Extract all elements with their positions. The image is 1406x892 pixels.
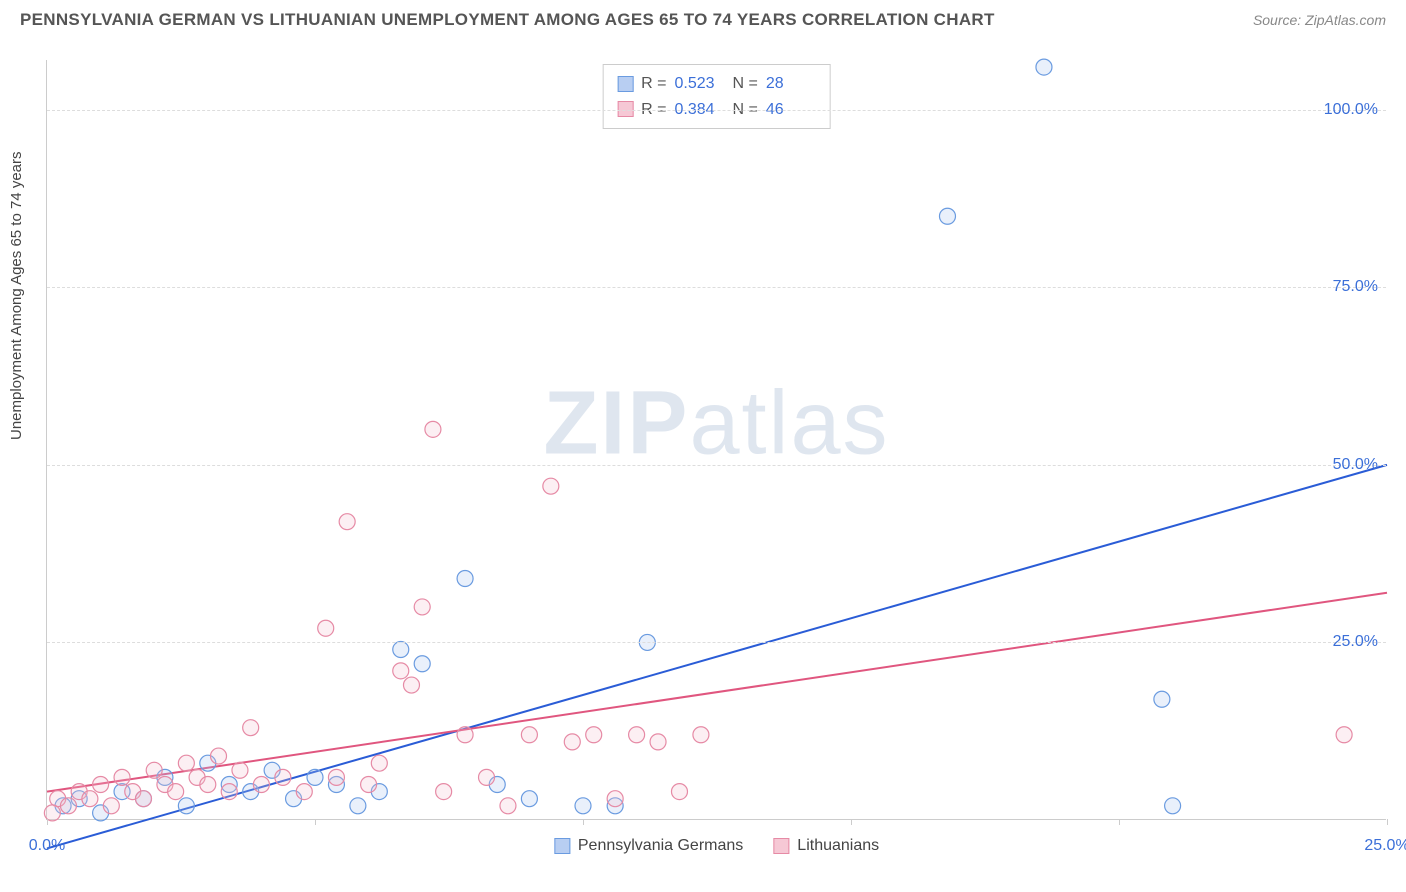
trend-line	[47, 593, 1387, 792]
scatter-point	[414, 656, 430, 672]
scatter-point	[607, 791, 623, 807]
stats-swatch	[617, 76, 633, 92]
title-bar: PENNSYLVANIA GERMAN VS LITHUANIAN UNEMPL…	[0, 0, 1406, 36]
x-tick-label: 0.0%	[29, 837, 65, 855]
scatter-point	[479, 769, 495, 785]
scatter-point	[629, 727, 645, 743]
scatter-point	[82, 791, 98, 807]
legend-label: Pennsylvania Germans	[578, 837, 743, 855]
scatter-point	[178, 755, 194, 771]
scatter-point	[350, 798, 366, 814]
scatter-point	[457, 727, 473, 743]
scatter-point	[939, 208, 955, 224]
scatter-point	[543, 478, 559, 494]
scatter-point	[135, 791, 151, 807]
scatter-point	[586, 727, 602, 743]
x-tick	[851, 819, 852, 825]
scatter-point	[178, 798, 194, 814]
scatter-point	[114, 769, 130, 785]
scatter-point	[275, 769, 291, 785]
scatter-point	[296, 784, 312, 800]
scatter-point	[650, 734, 666, 750]
legend: Pennsylvania Germans Lithuanians	[554, 837, 879, 855]
x-tick	[1387, 819, 1388, 825]
scatter-point	[1036, 59, 1052, 75]
stat-r-label: R =	[641, 71, 666, 97]
y-tick-label: 100.0%	[1324, 101, 1378, 119]
y-tick-label: 25.0%	[1333, 633, 1378, 651]
source-label: Source: ZipAtlas.com	[1253, 12, 1386, 28]
scatter-point	[339, 514, 355, 530]
scatter-point	[393, 642, 409, 658]
scatter-point	[200, 776, 216, 792]
scatter-point	[403, 677, 419, 693]
scatter-point	[500, 798, 516, 814]
legend-label: Lithuanians	[797, 837, 879, 855]
gridline-h	[47, 465, 1386, 466]
y-axis-label: Unemployment Among Ages 65 to 74 years	[8, 151, 25, 440]
stats-row: R = 0.523 N = 28	[617, 71, 816, 97]
scatter-point	[60, 798, 76, 814]
legend-item: Lithuanians	[773, 837, 879, 855]
gridline-h	[47, 642, 1386, 643]
scatter-point	[564, 734, 580, 750]
scatter-point	[168, 784, 184, 800]
scatter-point	[575, 798, 591, 814]
scatter-point	[318, 620, 334, 636]
scatter-point	[521, 791, 537, 807]
stats-box: R =0.523N =28R =0.384N =46	[602, 64, 831, 129]
scatter-svg	[47, 60, 1386, 819]
scatter-point	[425, 421, 441, 437]
scatter-point	[457, 571, 473, 587]
scatter-point	[307, 769, 323, 785]
scatter-point	[232, 762, 248, 778]
scatter-point	[371, 755, 387, 771]
x-tick	[1119, 819, 1120, 825]
scatter-point	[1336, 727, 1352, 743]
scatter-point	[328, 769, 344, 785]
stat-r-value: 0.523	[675, 71, 725, 97]
scatter-point	[393, 663, 409, 679]
scatter-point	[146, 762, 162, 778]
y-tick-label: 75.0%	[1333, 278, 1378, 296]
x-tick-label: 25.0%	[1364, 837, 1406, 855]
chart-plot-area: ZIPatlas R =0.523N =28R =0.384N =46 Penn…	[46, 60, 1386, 820]
scatter-point	[436, 784, 452, 800]
scatter-point	[521, 727, 537, 743]
scatter-point	[211, 748, 227, 764]
scatter-point	[103, 798, 119, 814]
scatter-point	[361, 776, 377, 792]
x-tick	[315, 819, 316, 825]
scatter-point	[1165, 798, 1181, 814]
gridline-h	[47, 287, 1386, 288]
legend-swatch	[554, 838, 570, 854]
stat-n-label: N =	[733, 71, 758, 97]
scatter-point	[93, 776, 109, 792]
scatter-point	[671, 784, 687, 800]
scatter-point	[221, 784, 237, 800]
scatter-point	[253, 776, 269, 792]
scatter-point	[414, 599, 430, 615]
legend-item: Pennsylvania Germans	[554, 837, 743, 855]
chart-title: PENNSYLVANIA GERMAN VS LITHUANIAN UNEMPL…	[20, 10, 995, 30]
stat-n-value: 28	[766, 71, 816, 97]
y-tick-label: 50.0%	[1333, 456, 1378, 474]
scatter-point	[243, 720, 259, 736]
gridline-h	[47, 110, 1386, 111]
scatter-point	[693, 727, 709, 743]
legend-swatch	[773, 838, 789, 854]
scatter-point	[1154, 691, 1170, 707]
x-tick	[583, 819, 584, 825]
x-tick	[47, 819, 48, 825]
